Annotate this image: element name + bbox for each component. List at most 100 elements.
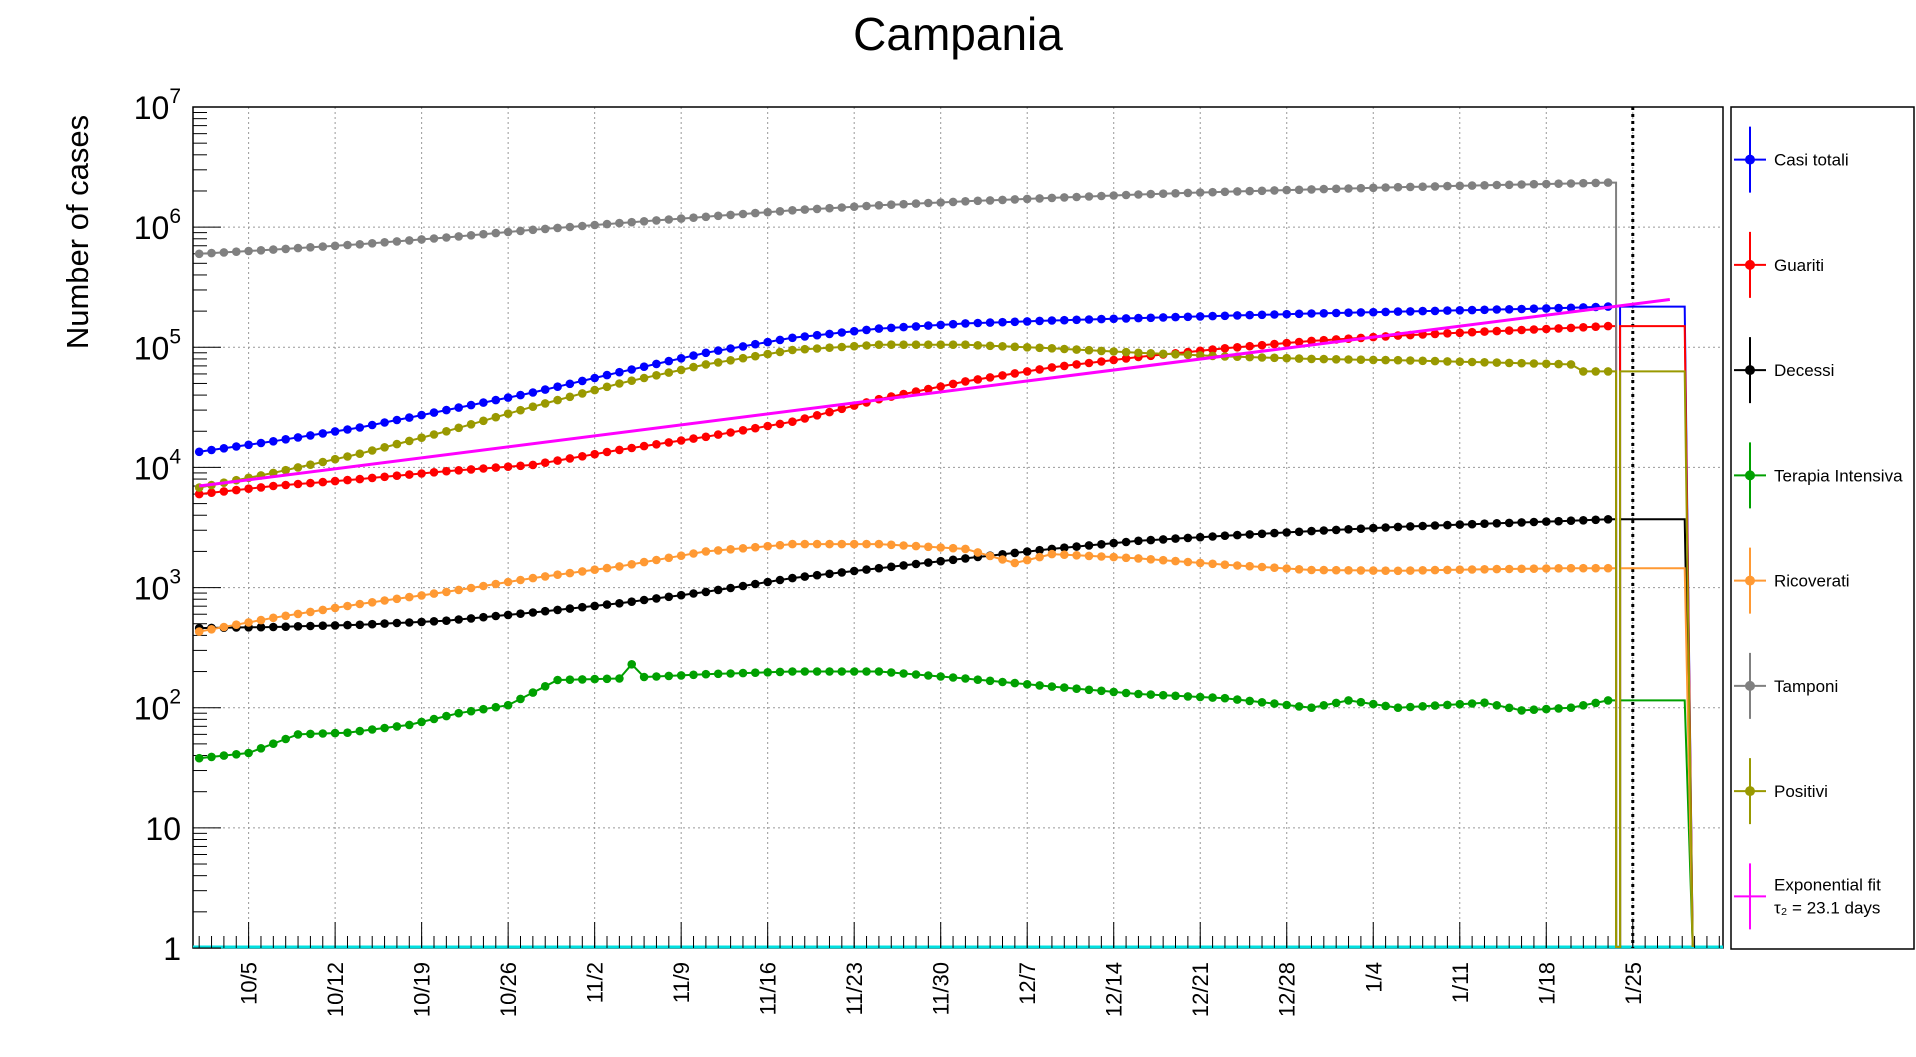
series-positivi [194, 340, 1694, 948]
data-point [1603, 563, 1613, 573]
data-point [738, 426, 748, 435]
data-point [1035, 552, 1044, 562]
data-point [874, 563, 884, 573]
y-tick-label: 104 [134, 445, 182, 486]
data-point [1418, 306, 1427, 316]
data-point [1158, 690, 1168, 700]
data-point [194, 753, 204, 763]
data-point [590, 373, 599, 383]
data-point [1010, 678, 1020, 688]
data-point [899, 669, 908, 678]
data-point [936, 382, 945, 391]
data-point [256, 744, 266, 753]
data-point [355, 449, 365, 459]
data-point [1146, 349, 1156, 358]
data-point [948, 340, 958, 350]
data-point [1430, 306, 1440, 316]
data-point [1109, 355, 1118, 365]
data-point [207, 445, 216, 455]
data-point [256, 483, 266, 492]
data-point [862, 539, 871, 549]
data-point [812, 330, 822, 340]
y-axis-label: Number of cases [60, 115, 95, 349]
data-point [763, 541, 772, 551]
data-point [899, 340, 908, 350]
data-point [1591, 698, 1600, 708]
data-point [429, 468, 439, 477]
data-point [664, 553, 674, 563]
data-point [343, 475, 352, 485]
data-point [1233, 561, 1242, 570]
data-point [615, 367, 624, 377]
data-point [1467, 357, 1477, 367]
data-point [1430, 521, 1440, 530]
data-point [800, 667, 810, 676]
data-point [1072, 684, 1081, 693]
data-point [788, 573, 797, 583]
data-point [503, 610, 513, 620]
data-point [1171, 350, 1180, 359]
data-point [849, 326, 859, 336]
data-point [528, 402, 538, 412]
data-point [380, 619, 389, 628]
data-point [565, 675, 575, 684]
data-point [1591, 515, 1600, 525]
x-axis: 10/5 10/12 10/19 10/26 11/2 11/9 11/16 11/23 11/… [198, 922, 1720, 1017]
data-point [1035, 545, 1044, 555]
data-point [565, 604, 575, 613]
data-point [627, 560, 636, 569]
data-point [911, 199, 921, 208]
data-point [417, 433, 426, 443]
data-point [330, 621, 340, 630]
data-point [751, 668, 760, 677]
data-point [874, 539, 884, 549]
data-point [1331, 355, 1341, 364]
grid-layer [193, 107, 1723, 948]
data-point [1319, 565, 1329, 575]
data-point [281, 435, 291, 444]
data-point [676, 436, 686, 445]
data-point [701, 547, 711, 556]
data-point [1579, 516, 1588, 525]
data-point [1010, 369, 1020, 378]
data-point [948, 319, 958, 329]
data-point [701, 360, 711, 369]
data-point [849, 539, 859, 549]
data-point [194, 249, 204, 259]
data-point [775, 347, 785, 357]
data-point [985, 341, 995, 351]
data-point [232, 620, 241, 629]
data-point [442, 427, 451, 436]
data-point [1480, 698, 1489, 707]
legend-label: Decessi [1774, 361, 1834, 380]
data-point [466, 706, 476, 716]
series-ricoverati [194, 539, 1694, 948]
data-point [849, 566, 859, 576]
data-point [479, 612, 488, 622]
data-point [578, 675, 587, 684]
data-point [1084, 685, 1094, 695]
data-point [553, 605, 562, 615]
data-point [1381, 307, 1390, 317]
data-point [812, 570, 822, 580]
data-point [1010, 548, 1020, 558]
data-point [627, 217, 636, 227]
data-point [1010, 317, 1020, 327]
data-point [615, 674, 624, 683]
data-point [343, 728, 352, 737]
data-point [1134, 190, 1143, 199]
data-point [1480, 358, 1489, 367]
x-tick-label: 11/23 [842, 962, 867, 1015]
data-point [1381, 355, 1390, 365]
data-point [1220, 560, 1230, 569]
data-point [318, 457, 328, 467]
data-point [961, 544, 970, 554]
data-point [590, 674, 599, 684]
data-point [738, 581, 748, 591]
data-point [479, 464, 488, 473]
data-point [1517, 180, 1526, 189]
data-point [318, 621, 328, 630]
data-point [948, 543, 958, 553]
data-point [825, 203, 834, 213]
data-point [355, 726, 365, 736]
